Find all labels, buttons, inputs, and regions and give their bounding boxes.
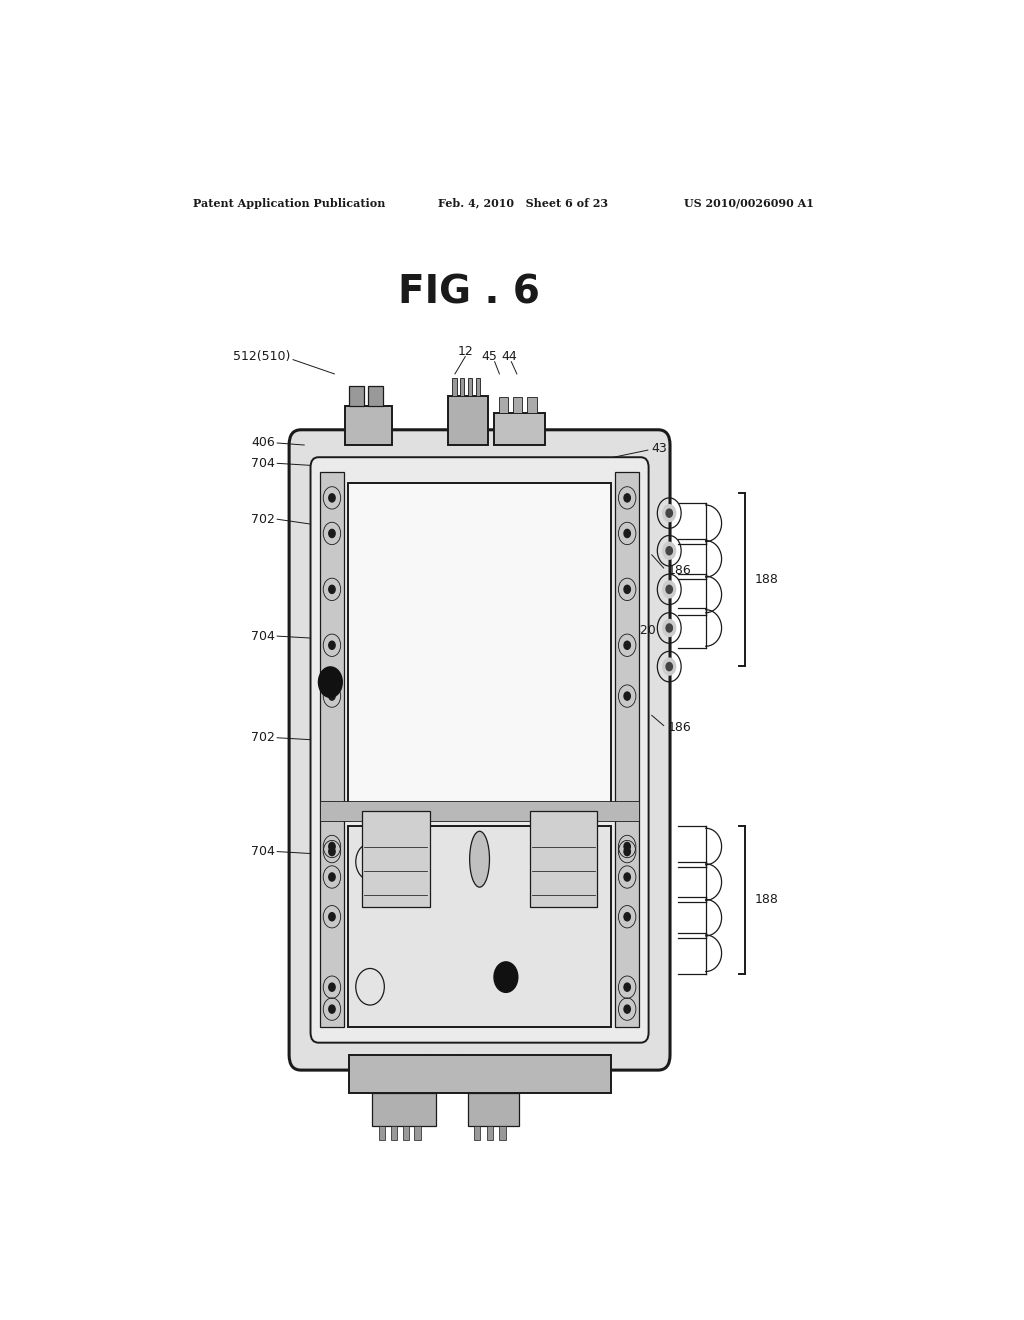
Bar <box>499 397 508 412</box>
Circle shape <box>494 962 518 993</box>
Bar <box>321 801 639 821</box>
Circle shape <box>318 667 342 697</box>
Text: 702: 702 <box>251 512 274 525</box>
Bar <box>369 385 383 407</box>
Text: 45: 45 <box>481 350 497 363</box>
Circle shape <box>329 692 335 700</box>
Bar <box>475 378 480 396</box>
Text: 704: 704 <box>251 845 274 858</box>
Bar <box>615 473 639 1027</box>
Text: FIG . 6: FIG . 6 <box>398 273 541 312</box>
Text: 186: 186 <box>668 564 691 577</box>
Circle shape <box>624 842 631 850</box>
Text: 188: 188 <box>755 573 779 586</box>
Circle shape <box>663 541 677 560</box>
Bar <box>362 810 430 907</box>
Bar <box>529 810 597 907</box>
Circle shape <box>663 504 677 523</box>
Bar <box>474 1126 480 1140</box>
Bar <box>321 473 344 1027</box>
Circle shape <box>624 873 631 880</box>
Circle shape <box>329 873 335 880</box>
Circle shape <box>329 529 335 537</box>
Circle shape <box>666 663 673 671</box>
Circle shape <box>624 585 631 594</box>
Circle shape <box>666 546 673 554</box>
Text: 21: 21 <box>416 1061 432 1074</box>
Text: 704: 704 <box>251 630 274 643</box>
Bar <box>348 1055 610 1093</box>
Bar <box>447 396 487 445</box>
Bar <box>513 397 522 412</box>
Circle shape <box>329 983 335 991</box>
Circle shape <box>329 842 335 850</box>
Circle shape <box>329 642 335 649</box>
Circle shape <box>329 1005 335 1014</box>
Text: US 2010/0026090 A1: US 2010/0026090 A1 <box>684 198 813 209</box>
Bar <box>402 1126 409 1140</box>
Text: 13: 13 <box>452 1061 468 1074</box>
Bar <box>494 413 546 445</box>
Bar <box>468 378 472 396</box>
Circle shape <box>663 619 677 638</box>
Text: 43: 43 <box>652 442 668 454</box>
Circle shape <box>624 1005 631 1014</box>
Circle shape <box>666 585 673 594</box>
Bar <box>468 1093 519 1126</box>
Text: 702: 702 <box>251 731 274 744</box>
FancyBboxPatch shape <box>310 457 648 1043</box>
Bar <box>452 378 457 396</box>
FancyBboxPatch shape <box>289 430 670 1071</box>
Bar <box>460 378 465 396</box>
Circle shape <box>624 529 631 537</box>
Circle shape <box>666 624 673 632</box>
Bar <box>348 483 611 810</box>
Ellipse shape <box>470 832 489 887</box>
Circle shape <box>329 585 335 594</box>
Text: 186: 186 <box>668 721 691 734</box>
Circle shape <box>329 847 335 855</box>
Circle shape <box>624 983 631 991</box>
Circle shape <box>624 912 631 921</box>
Circle shape <box>666 510 673 517</box>
Circle shape <box>663 657 677 676</box>
Text: 14: 14 <box>328 1018 344 1031</box>
Bar <box>348 826 611 1027</box>
Bar <box>373 1093 436 1126</box>
Circle shape <box>624 642 631 649</box>
Circle shape <box>329 494 335 502</box>
Text: 512(510): 512(510) <box>232 350 290 363</box>
Bar <box>486 1126 494 1140</box>
Bar <box>527 397 537 412</box>
Bar <box>379 1126 385 1140</box>
Bar <box>500 1126 506 1140</box>
Text: 420: 420 <box>632 623 655 636</box>
Circle shape <box>624 847 631 855</box>
Text: 704: 704 <box>251 457 274 470</box>
Text: 406: 406 <box>251 437 274 450</box>
Text: Feb. 4, 2010   Sheet 6 of 23: Feb. 4, 2010 Sheet 6 of 23 <box>437 198 607 209</box>
Bar <box>391 1126 397 1140</box>
Text: 12: 12 <box>458 345 473 358</box>
Text: 44: 44 <box>501 350 517 363</box>
Circle shape <box>624 692 631 700</box>
Circle shape <box>329 912 335 921</box>
Bar <box>415 1126 421 1140</box>
Bar <box>349 385 364 407</box>
Text: Patent Application Publication: Patent Application Publication <box>194 198 385 209</box>
Circle shape <box>663 581 677 598</box>
Text: 188: 188 <box>755 894 779 907</box>
Circle shape <box>624 494 631 502</box>
Bar <box>345 407 392 445</box>
